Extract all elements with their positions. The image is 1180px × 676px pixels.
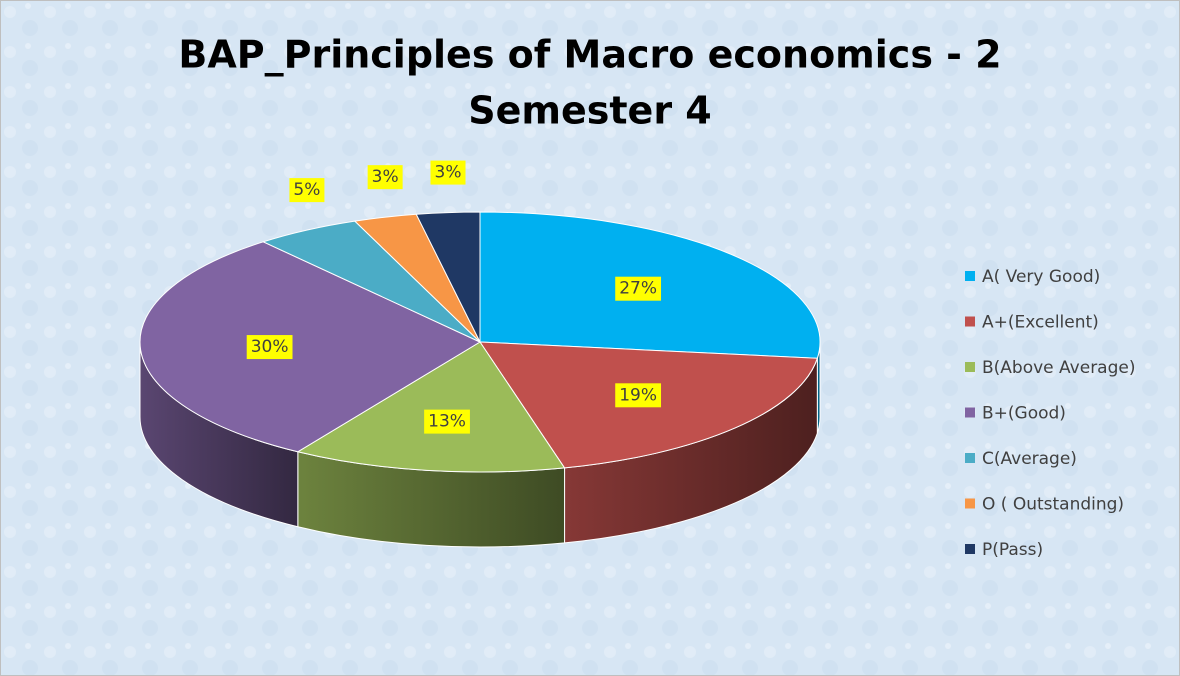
- data-label-bg: [367, 165, 403, 190]
- slice: [139, 241, 482, 453]
- data-label: 3%: [435, 163, 462, 183]
- chart-title: BAP_Principles of Macro economics - 2: [178, 33, 1001, 77]
- data-label-bg: [615, 276, 662, 301]
- legend-swatch: [965, 271, 975, 281]
- legend: A( Very Good) A+(Excellent) B(Above Averag…: [965, 267, 1135, 560]
- slice: [296, 341, 566, 473]
- chart-subtitle: Semester 4: [468, 89, 711, 133]
- data-label: 30%: [251, 337, 289, 357]
- legend-label: A( Very Good): [982, 267, 1100, 287]
- legend-swatch: [965, 453, 975, 463]
- legend-label: P(Pass): [982, 540, 1043, 560]
- data-label: 27%: [619, 279, 657, 299]
- legend-label: A+(Excellent): [982, 313, 1099, 333]
- data-label-bg: [615, 383, 662, 408]
- data-label: 19%: [619, 385, 657, 405]
- pie: 27% 19% 13% 30% 5% 3% 3%: [139, 160, 821, 548]
- legend-swatch: [965, 316, 975, 327]
- legend-swatch: [965, 362, 975, 372]
- legend-swatch: [965, 407, 975, 418]
- data-label-bg: [289, 178, 325, 203]
- legend-label: C(Average): [982, 449, 1077, 469]
- data-label: 13%: [428, 412, 466, 432]
- legend-swatch: [965, 498, 975, 509]
- data-label: 5%: [293, 180, 320, 200]
- data-label-bg: [246, 335, 293, 360]
- data-label: 3%: [372, 167, 399, 187]
- legend-label: O ( Outstanding): [982, 495, 1124, 515]
- data-label-bg: [430, 160, 466, 185]
- legend-label: B(Above Average): [982, 358, 1135, 378]
- data-label-bg: [424, 409, 470, 434]
- legend-swatch: [965, 544, 975, 554]
- legend-label: B+(Good): [982, 404, 1066, 424]
- slice: [415, 211, 481, 343]
